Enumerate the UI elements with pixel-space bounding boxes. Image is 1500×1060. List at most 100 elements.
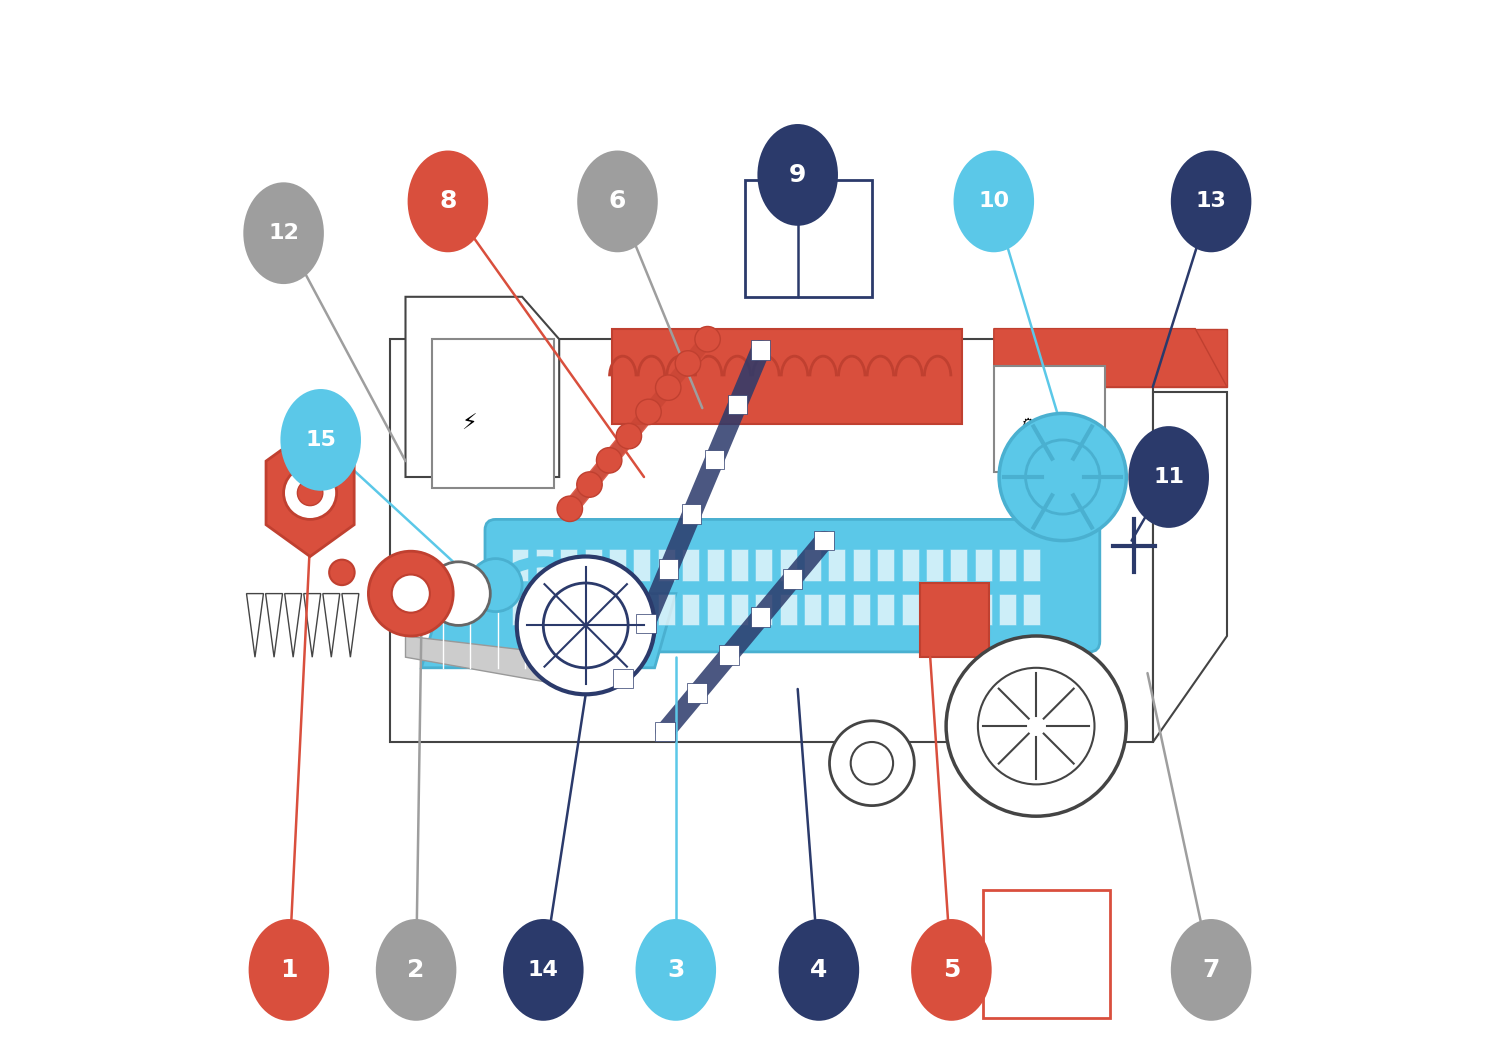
Circle shape: [543, 583, 628, 668]
FancyBboxPatch shape: [432, 339, 554, 488]
FancyBboxPatch shape: [561, 549, 578, 581]
Ellipse shape: [778, 919, 859, 1021]
FancyBboxPatch shape: [926, 549, 944, 581]
FancyBboxPatch shape: [633, 549, 651, 581]
FancyBboxPatch shape: [853, 549, 870, 581]
Text: 10: 10: [978, 192, 1010, 211]
Circle shape: [470, 559, 522, 612]
FancyBboxPatch shape: [975, 594, 992, 625]
Ellipse shape: [249, 919, 328, 1021]
Polygon shape: [246, 594, 264, 657]
Circle shape: [578, 472, 602, 497]
FancyBboxPatch shape: [512, 549, 528, 581]
FancyBboxPatch shape: [951, 549, 968, 581]
FancyBboxPatch shape: [982, 890, 1110, 1018]
Polygon shape: [266, 429, 354, 556]
Text: 2: 2: [408, 958, 424, 982]
FancyBboxPatch shape: [512, 594, 528, 625]
Polygon shape: [405, 297, 560, 477]
Text: 7: 7: [1203, 958, 1219, 982]
FancyBboxPatch shape: [902, 549, 918, 581]
FancyBboxPatch shape: [878, 594, 894, 625]
Text: 6: 6: [609, 190, 625, 213]
Polygon shape: [342, 594, 358, 657]
FancyBboxPatch shape: [902, 594, 918, 625]
FancyBboxPatch shape: [561, 594, 578, 625]
FancyBboxPatch shape: [1023, 549, 1041, 581]
Ellipse shape: [1128, 426, 1209, 528]
Text: 15: 15: [306, 430, 336, 449]
FancyBboxPatch shape: [780, 549, 796, 581]
Circle shape: [694, 326, 720, 352]
Polygon shape: [612, 329, 962, 424]
FancyBboxPatch shape: [975, 549, 992, 581]
FancyBboxPatch shape: [951, 594, 968, 625]
FancyBboxPatch shape: [658, 549, 675, 581]
FancyBboxPatch shape: [609, 594, 625, 625]
Polygon shape: [266, 594, 282, 657]
Circle shape: [369, 551, 453, 636]
Text: 9: 9: [789, 163, 807, 187]
FancyBboxPatch shape: [756, 594, 772, 625]
Circle shape: [999, 413, 1126, 541]
FancyBboxPatch shape: [744, 180, 872, 297]
Ellipse shape: [376, 919, 456, 1021]
Polygon shape: [1154, 392, 1227, 742]
Text: 1: 1: [280, 958, 297, 982]
FancyBboxPatch shape: [780, 594, 796, 625]
Text: 12: 12: [268, 224, 298, 243]
FancyBboxPatch shape: [804, 594, 820, 625]
Circle shape: [616, 423, 642, 448]
FancyBboxPatch shape: [658, 594, 675, 625]
Ellipse shape: [1172, 919, 1251, 1021]
Circle shape: [656, 375, 681, 401]
Text: 3: 3: [668, 958, 684, 982]
Ellipse shape: [408, 151, 488, 252]
Circle shape: [978, 668, 1095, 784]
Circle shape: [284, 466, 336, 519]
FancyBboxPatch shape: [536, 594, 554, 625]
FancyBboxPatch shape: [999, 549, 1016, 581]
FancyBboxPatch shape: [633, 594, 651, 625]
Polygon shape: [422, 594, 676, 668]
FancyBboxPatch shape: [804, 549, 820, 581]
Circle shape: [556, 496, 582, 522]
Ellipse shape: [578, 151, 658, 252]
FancyBboxPatch shape: [609, 549, 625, 581]
FancyBboxPatch shape: [828, 549, 846, 581]
Circle shape: [1026, 440, 1100, 514]
Text: 8: 8: [440, 190, 456, 213]
FancyBboxPatch shape: [730, 594, 748, 625]
Ellipse shape: [503, 919, 584, 1021]
Ellipse shape: [280, 389, 362, 491]
Circle shape: [850, 742, 892, 784]
Text: 4: 4: [810, 958, 828, 982]
Text: ⚙: ⚙: [1022, 417, 1034, 431]
Ellipse shape: [758, 124, 839, 226]
Ellipse shape: [1172, 151, 1251, 252]
FancyBboxPatch shape: [682, 549, 699, 581]
Text: ⚡: ⚡: [462, 414, 477, 434]
FancyBboxPatch shape: [853, 594, 870, 625]
Ellipse shape: [243, 182, 324, 284]
Polygon shape: [994, 329, 1227, 387]
Circle shape: [675, 351, 700, 376]
FancyBboxPatch shape: [920, 583, 988, 657]
Ellipse shape: [954, 151, 1034, 252]
Circle shape: [297, 480, 322, 506]
Circle shape: [636, 400, 662, 425]
FancyBboxPatch shape: [828, 594, 846, 625]
FancyBboxPatch shape: [994, 329, 1227, 387]
Circle shape: [946, 636, 1126, 816]
Polygon shape: [322, 594, 340, 657]
Circle shape: [830, 721, 915, 806]
Polygon shape: [285, 594, 302, 657]
Circle shape: [392, 575, 430, 613]
FancyBboxPatch shape: [999, 594, 1016, 625]
FancyBboxPatch shape: [536, 549, 554, 581]
Polygon shape: [405, 636, 585, 689]
Circle shape: [597, 447, 622, 473]
FancyBboxPatch shape: [730, 549, 748, 581]
FancyBboxPatch shape: [585, 594, 602, 625]
Text: 13: 13: [1196, 192, 1227, 211]
